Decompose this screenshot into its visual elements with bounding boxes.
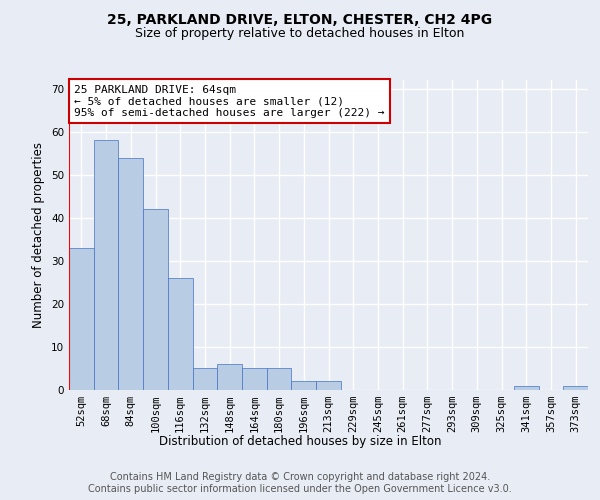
Bar <box>316 382 341 390</box>
Text: Distribution of detached houses by size in Elton: Distribution of detached houses by size … <box>159 435 441 448</box>
Bar <box>267 368 292 390</box>
Text: Contains HM Land Registry data © Crown copyright and database right 2024.
Contai: Contains HM Land Registry data © Crown c… <box>88 472 512 494</box>
Bar <box>292 382 316 390</box>
Text: 25, PARKLAND DRIVE, ELTON, CHESTER, CH2 4PG: 25, PARKLAND DRIVE, ELTON, CHESTER, CH2 … <box>107 12 493 26</box>
Bar <box>118 158 143 390</box>
Text: 25 PARKLAND DRIVE: 64sqm
← 5% of detached houses are smaller (12)
95% of semi-de: 25 PARKLAND DRIVE: 64sqm ← 5% of detache… <box>74 84 385 118</box>
Bar <box>563 386 588 390</box>
Y-axis label: Number of detached properties: Number of detached properties <box>32 142 46 328</box>
Bar <box>168 278 193 390</box>
Bar <box>143 209 168 390</box>
Bar <box>193 368 217 390</box>
Bar <box>242 368 267 390</box>
Text: Size of property relative to detached houses in Elton: Size of property relative to detached ho… <box>136 28 464 40</box>
Bar <box>94 140 118 390</box>
Bar <box>217 364 242 390</box>
Bar <box>69 248 94 390</box>
Bar <box>514 386 539 390</box>
